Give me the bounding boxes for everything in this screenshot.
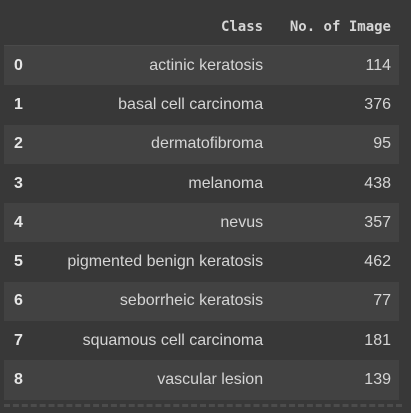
- table-row: 5 pigmented benign keratosis 462: [4, 242, 399, 282]
- class-cell: melanoma: [188, 174, 264, 192]
- row-index: 7: [14, 331, 23, 349]
- table-row: 2 dermatofibroma 95: [4, 124, 399, 164]
- table-row: 6 seborrheic keratosis 77: [4, 281, 399, 322]
- count-cell: 357: [364, 213, 391, 231]
- count-cell: 95: [373, 135, 391, 153]
- table-header: Class No. of Image: [4, 8, 399, 46]
- output-scroll-edge: [4, 404, 402, 407]
- class-cell: pigmented benign keratosis: [67, 253, 264, 271]
- class-cell: actinic keratosis: [149, 56, 264, 74]
- class-cell: seborrheic keratosis: [119, 292, 264, 310]
- table-row: 1 basal cell carcinoma 376: [4, 85, 399, 125]
- count-cell: 376: [364, 95, 391, 113]
- table-row: 0 actinic keratosis 114: [4, 45, 399, 86]
- class-cell: vascular lesion: [157, 371, 264, 389]
- row-index: 3: [14, 174, 23, 192]
- class-cell: nevus: [220, 213, 264, 231]
- table-row: 4 nevus 357: [4, 203, 399, 243]
- column-header-count: No. of Image: [271, 8, 399, 46]
- row-index: 2: [14, 135, 23, 153]
- count-cell: 114: [365, 56, 391, 74]
- index-header: [4, 8, 40, 46]
- column-header-class: Class: [40, 8, 272, 46]
- count-cell: 181: [364, 331, 391, 349]
- table-body: 0 actinic keratosis 114 1 basal cell car…: [4, 45, 399, 400]
- table-row: 8 vascular lesion 139: [4, 360, 399, 400]
- count-cell: 438: [364, 174, 391, 192]
- row-index: 4: [14, 213, 23, 231]
- row-index: 0: [14, 56, 23, 74]
- row-index: 8: [14, 371, 23, 389]
- header-row: Class No. of Image: [4, 8, 399, 46]
- class-cell: basal cell carcinoma: [118, 95, 264, 113]
- table-row: 3 melanoma 438: [4, 163, 399, 204]
- class-cell: squamous cell carcinoma: [82, 331, 264, 349]
- row-index: 1: [14, 95, 23, 113]
- row-index: 5: [14, 253, 23, 271]
- count-cell: 77: [373, 292, 391, 310]
- count-cell: 462: [364, 253, 391, 271]
- class-cell: dermatofibroma: [151, 135, 264, 153]
- row-index: 6: [14, 292, 23, 310]
- count-cell: 139: [364, 371, 391, 389]
- dataframe-table: Class No. of Image 0 actinic keratosis 1…: [4, 8, 399, 400]
- table-row: 7 squamous cell carcinoma 181: [4, 321, 399, 361]
